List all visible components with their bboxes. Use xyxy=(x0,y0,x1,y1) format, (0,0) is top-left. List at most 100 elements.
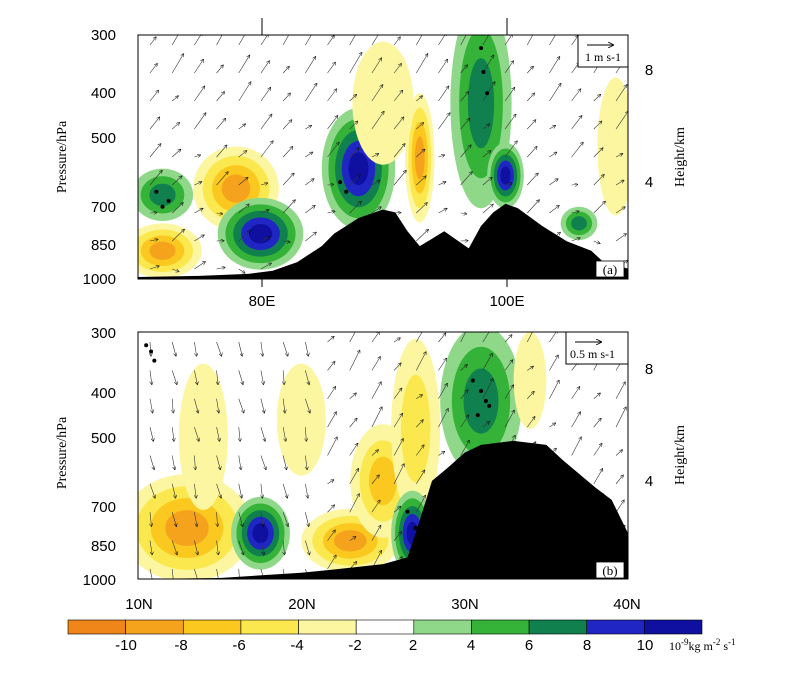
wind-vector xyxy=(482,82,495,102)
contour-blob xyxy=(414,136,425,180)
panel-a-rtick-4: 4 xyxy=(645,174,653,191)
wind-vector xyxy=(305,341,308,356)
significance-dot xyxy=(413,526,418,531)
wind-vector xyxy=(327,116,338,130)
wind-vector xyxy=(171,123,179,130)
colorbar-label: -4 xyxy=(290,637,303,654)
wind-vector xyxy=(416,203,427,214)
panel-a-reference-label: 1 m s-1 xyxy=(585,50,621,64)
wind-vector xyxy=(216,35,223,46)
wind-vector xyxy=(571,437,582,456)
wind-vector xyxy=(615,180,624,186)
wind-vector xyxy=(416,395,422,399)
wind-vector xyxy=(615,207,625,214)
contour-blob xyxy=(276,363,326,476)
panel-b-ytick-500: 500 xyxy=(91,430,116,447)
wind-vector xyxy=(171,483,175,498)
wind-vector xyxy=(504,335,512,343)
panel-a-ylabel: Pressure/hPa xyxy=(55,120,70,193)
significance-dot xyxy=(481,69,486,74)
panel-b-xtick-30n: 30N xyxy=(451,596,479,613)
wind-vector xyxy=(171,176,182,186)
wind-vector xyxy=(283,540,284,555)
wind-vector xyxy=(260,398,264,413)
significance-dot xyxy=(470,378,475,383)
panel-b-reference-label: 0.5 m s-1 xyxy=(570,347,615,361)
wind-vector xyxy=(194,398,198,413)
wind-vector xyxy=(194,60,203,74)
wind-vector xyxy=(260,455,266,470)
wind-vector xyxy=(549,423,555,428)
wind-vector xyxy=(260,114,272,130)
wind-vector xyxy=(593,121,602,130)
wind-vector xyxy=(282,173,294,186)
wind-vector xyxy=(527,93,534,102)
wind-vector xyxy=(615,475,623,485)
contour-blob xyxy=(513,332,547,429)
wind-vector xyxy=(438,155,444,157)
panel-b-ytick-400: 400 xyxy=(91,385,116,402)
panel-a-reference-vector: 1 m s-1 xyxy=(577,34,629,68)
wind-vector xyxy=(482,55,494,74)
colorbar-swatch xyxy=(67,619,126,635)
colorbar-swatch xyxy=(240,619,299,635)
wind-vector xyxy=(593,444,602,456)
wind-vector xyxy=(549,152,556,158)
wind-vector xyxy=(349,469,359,485)
wind-vector xyxy=(460,213,467,214)
significance-dot xyxy=(483,399,488,404)
wind-vector xyxy=(615,382,625,399)
colorbar-labels: -10 -8 -6 -4 -2 2 4 6 8 10 xyxy=(115,637,653,654)
wind-vector xyxy=(527,200,539,214)
contour-blob xyxy=(165,510,209,546)
wind-vector xyxy=(615,407,626,428)
wind-vector xyxy=(504,88,515,102)
wind-vector xyxy=(504,141,517,158)
wind-vector xyxy=(593,201,605,214)
wind-vector xyxy=(327,89,337,102)
colorbar-swatch xyxy=(586,619,645,635)
wind-vector xyxy=(282,200,295,214)
contour-blob xyxy=(463,368,499,434)
significance-dot xyxy=(479,389,483,394)
panel-b-tag-box: (b) xyxy=(595,561,625,579)
wind-vector xyxy=(504,183,512,185)
wind-vector xyxy=(194,35,202,46)
wind-vector xyxy=(327,555,336,570)
wind-vector xyxy=(327,412,337,428)
wind-vector xyxy=(527,120,535,130)
panel-a: 300 400 500 700 850 1000 Pressure/hPa 8 … xyxy=(55,18,688,310)
wind-vector xyxy=(527,366,533,371)
panel-b-frame xyxy=(137,331,629,580)
wind-vector xyxy=(349,350,360,371)
colorbar-label: -10 xyxy=(115,637,137,654)
wind-vector xyxy=(371,85,383,102)
wind-vector xyxy=(571,211,579,213)
wind-vector xyxy=(194,455,195,470)
wind-vector xyxy=(238,55,250,74)
significance-dot xyxy=(144,343,149,348)
wind-vector xyxy=(593,175,604,186)
wind-vector xyxy=(416,96,422,102)
wind-vector xyxy=(460,92,469,102)
wind-vector xyxy=(238,178,248,186)
wind-vector xyxy=(149,64,157,74)
wind-vector xyxy=(416,332,423,343)
colorbar-swatch xyxy=(644,619,703,635)
wind-vector xyxy=(171,370,177,384)
wind-vector xyxy=(482,354,492,371)
wind-vector xyxy=(393,414,402,428)
wind-vector xyxy=(593,469,603,485)
wind-vector xyxy=(416,470,424,485)
panel-a-frame xyxy=(137,34,629,280)
wind-vector xyxy=(438,86,448,102)
panel-a-ytick-1000: 1000 xyxy=(83,271,116,288)
wind-vector xyxy=(305,370,309,384)
wind-vector xyxy=(282,93,290,102)
colorbar-label: 6 xyxy=(525,637,533,654)
wind-vector xyxy=(416,149,424,158)
wind-vector xyxy=(260,237,270,242)
significance-dot xyxy=(487,403,492,408)
wind-vector xyxy=(260,88,271,102)
